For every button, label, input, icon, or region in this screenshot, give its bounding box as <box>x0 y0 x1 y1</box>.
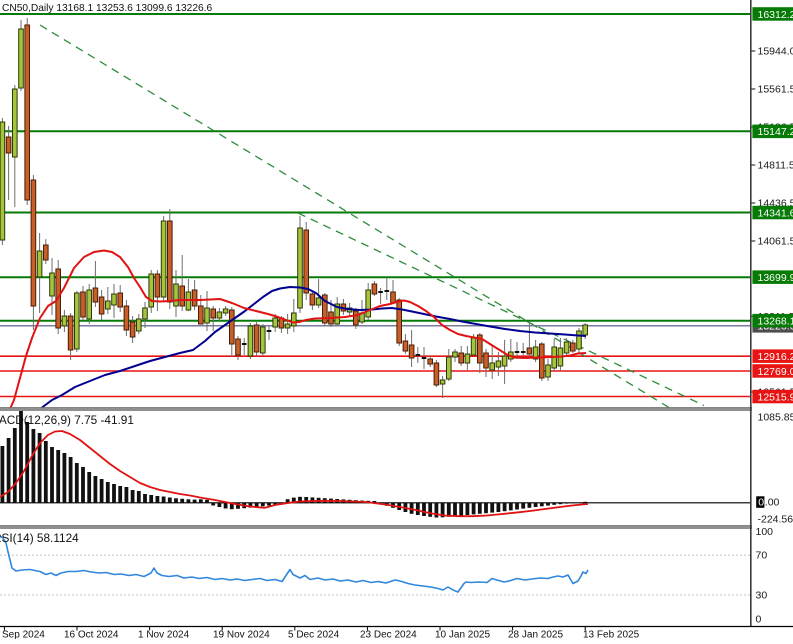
svg-text:5 Dec 2024: 5 Dec 2024 <box>288 630 340 640</box>
svg-text:13268.1: 13268.1 <box>758 316 793 328</box>
svg-text:14341.6: 14341.6 <box>758 207 793 219</box>
svg-text:10 Jan 2025: 10 Jan 2025 <box>435 630 490 640</box>
svg-text:15147.2: 15147.2 <box>758 126 793 138</box>
svg-text:16312.2: 16312.2 <box>758 9 793 21</box>
svg-text:1 Nov 2024: 1 Nov 2024 <box>138 630 190 640</box>
svg-text:100: 100 <box>756 526 774 538</box>
svg-text:15944.0: 15944.0 <box>758 46 793 58</box>
svg-text:CN50,Daily 13168.1 13253.6 13: CN50,Daily 13168.1 13253.6 13099.6 13226… <box>2 3 212 14</box>
svg-text:0: 0 <box>758 497 764 509</box>
svg-text:RSI(14) 58.1124: RSI(14) 58.1124 <box>0 531 79 545</box>
svg-text:.00: .00 <box>765 497 780 509</box>
svg-text:15561.5: 15561.5 <box>758 84 793 96</box>
svg-text:14061.5: 14061.5 <box>758 236 793 248</box>
svg-text:14811.5: 14811.5 <box>758 160 793 172</box>
svg-text:19 Nov 2024: 19 Nov 2024 <box>213 630 270 640</box>
svg-text:12769.0: 12769.0 <box>758 366 793 378</box>
svg-text:MACD(12,26,9) 7.75 -41.91: MACD(12,26,9) 7.75 -41.91 <box>0 413 134 427</box>
svg-text:23 Dec 2024: 23 Dec 2024 <box>360 630 417 640</box>
svg-text:Sep 2024: Sep 2024 <box>2 630 45 640</box>
svg-text:16 Oct 2024: 16 Oct 2024 <box>64 630 119 640</box>
svg-text:12916.2: 12916.2 <box>758 351 793 363</box>
svg-text:-224.56: -224.56 <box>758 514 793 526</box>
svg-text:28 Jan 2025: 28 Jan 2025 <box>508 630 563 640</box>
svg-text:13699.9: 13699.9 <box>758 272 793 284</box>
svg-text:0: 0 <box>756 614 762 626</box>
svg-text:13 Feb 2025: 13 Feb 2025 <box>583 630 640 640</box>
svg-text:70: 70 <box>756 550 768 562</box>
svg-text:1085.85: 1085.85 <box>758 412 793 424</box>
svg-text:12515.9: 12515.9 <box>758 391 793 403</box>
svg-text:30: 30 <box>756 590 768 602</box>
